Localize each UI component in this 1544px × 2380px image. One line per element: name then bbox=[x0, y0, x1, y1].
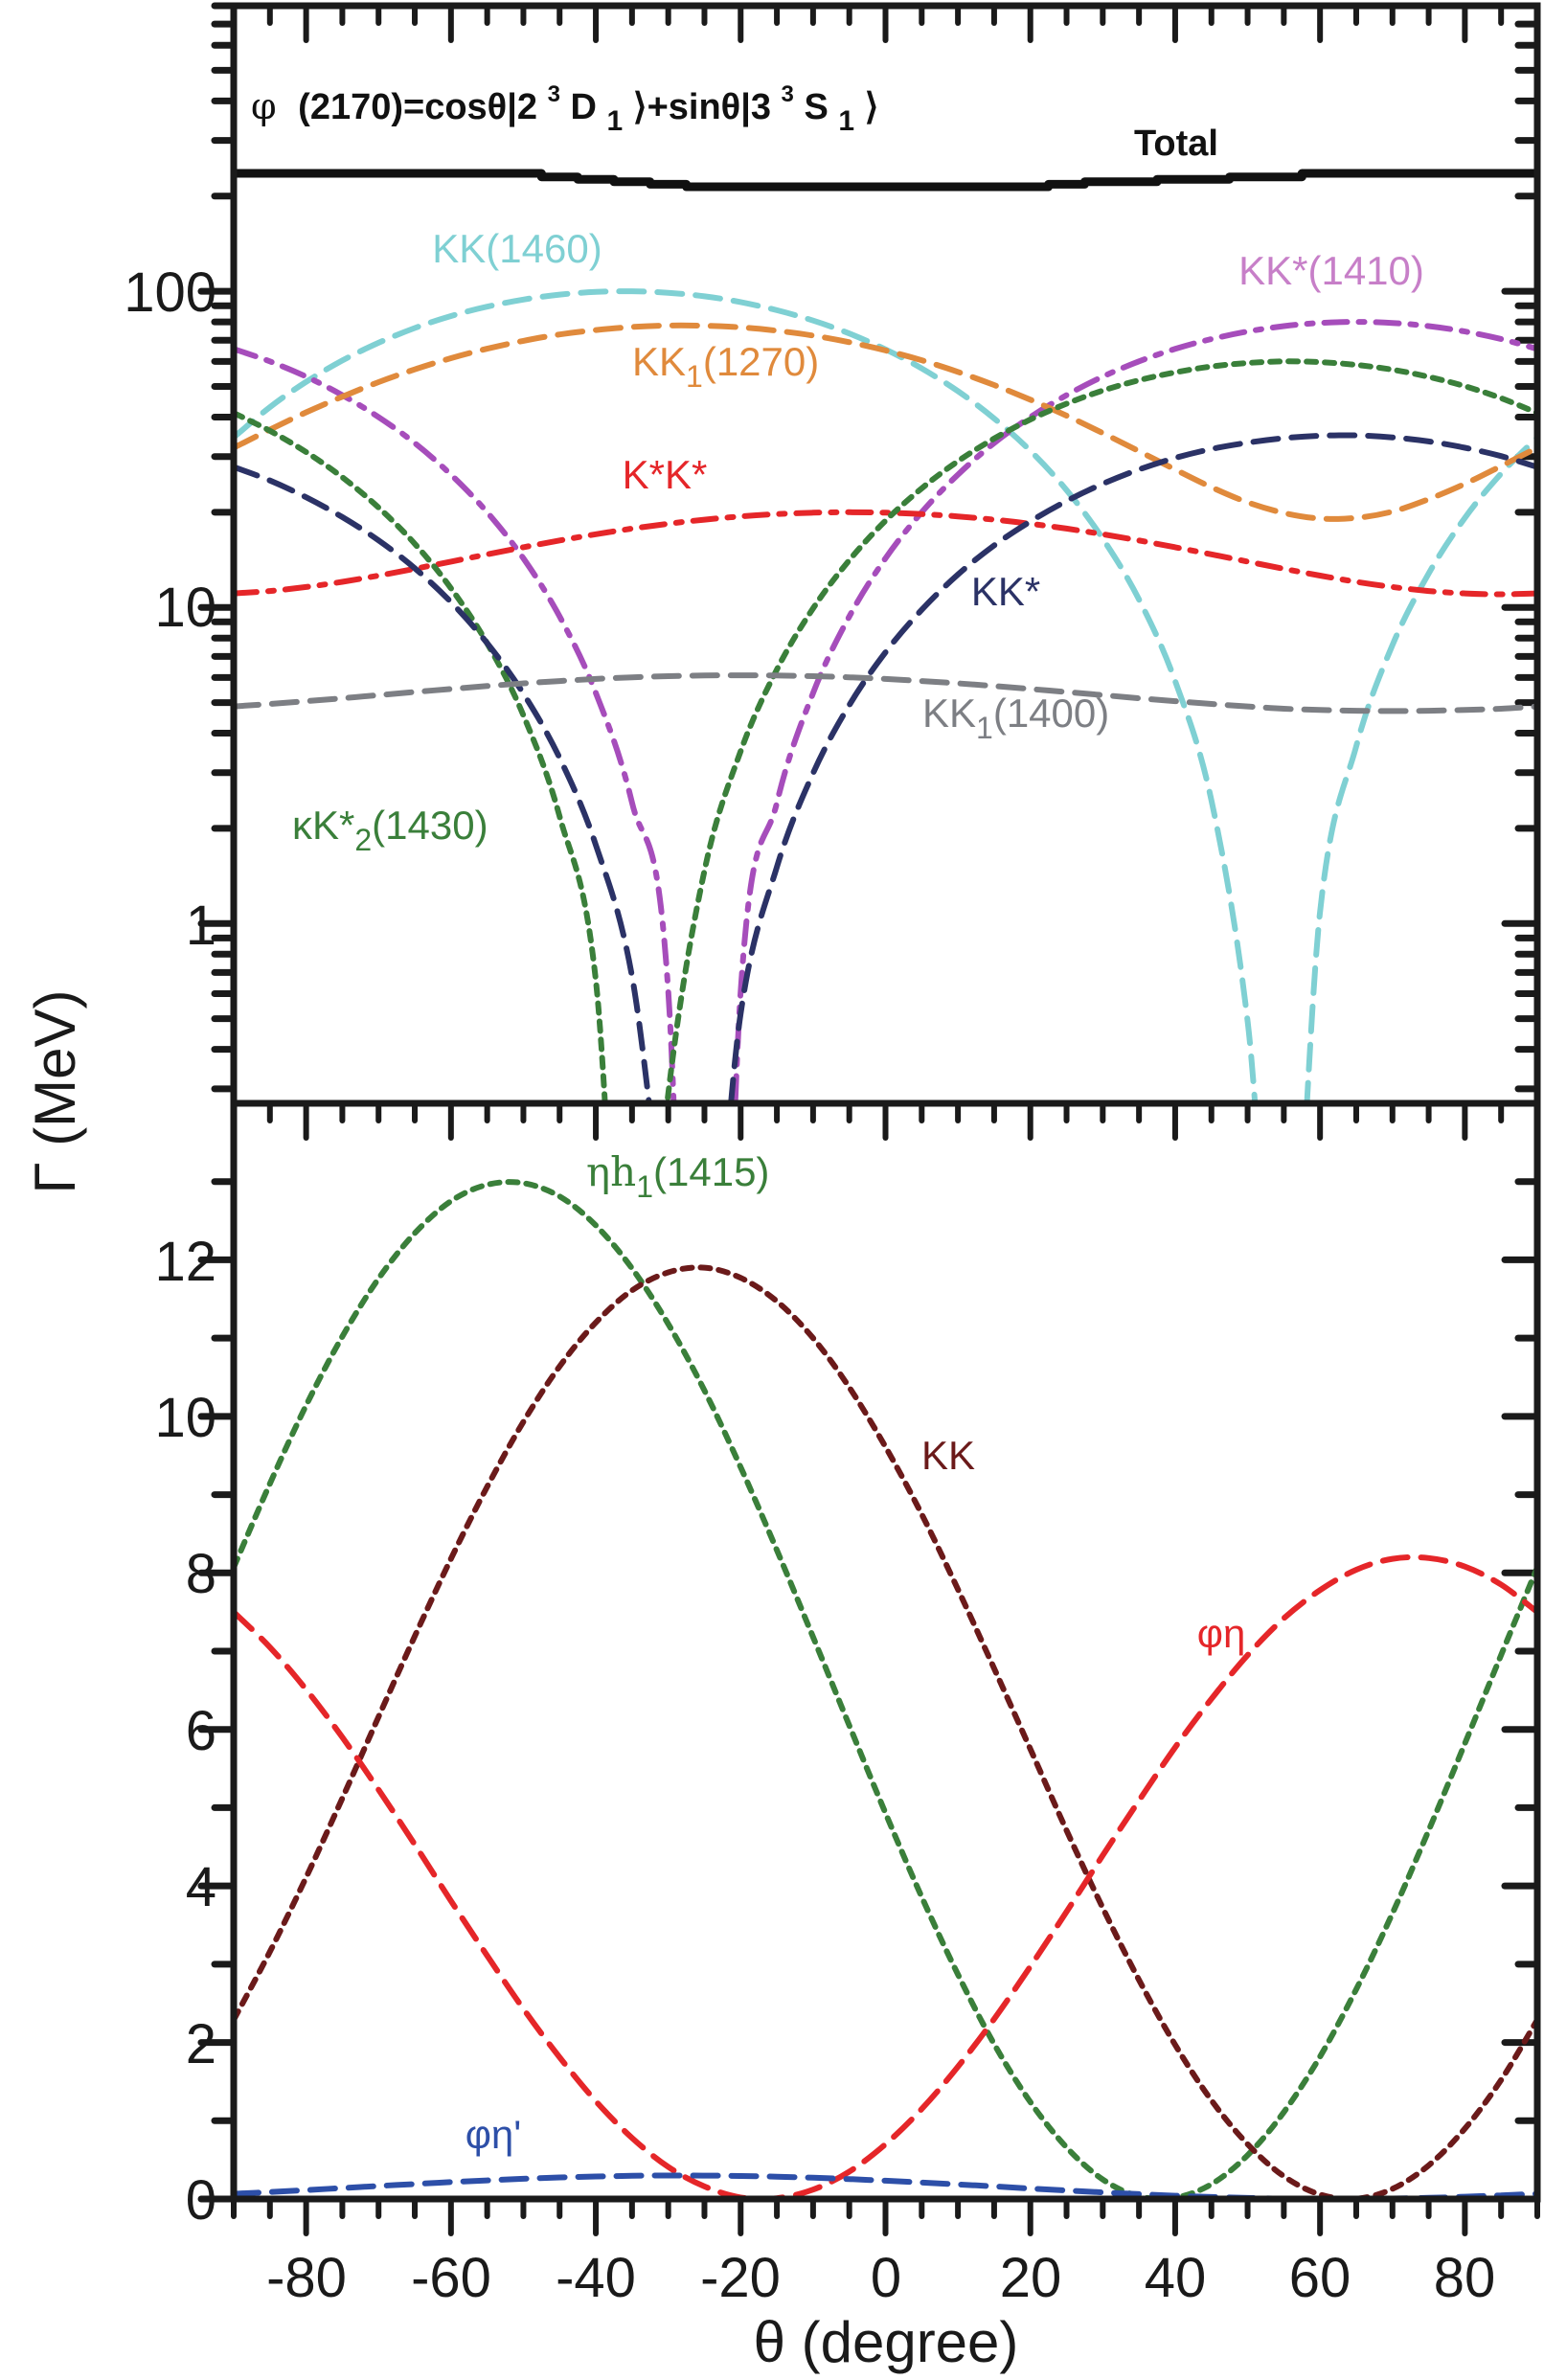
bottom-ytick-label-8: 8 bbox=[186, 1543, 216, 1605]
bottom-panel-series bbox=[234, 1179, 1537, 2199]
series-label-total: Total bbox=[1134, 124, 1218, 164]
series-line-bottom-1 bbox=[234, 1264, 1537, 2199]
series-line-top-4 bbox=[234, 509, 1537, 598]
series-line-top-3 bbox=[234, 322, 1537, 522]
bottom-ytick-label-12: 12 bbox=[154, 1231, 216, 1293]
label-sub: 1 bbox=[976, 711, 993, 745]
series-line-bottom-0 bbox=[234, 1179, 1537, 2199]
top-ytick-label-100: 100 bbox=[124, 261, 216, 324]
series-label-kkstar1410: KK*(1410) bbox=[1238, 248, 1424, 293]
series-label-phietaprime: φη' bbox=[465, 2112, 522, 2157]
xtick-label: 40 bbox=[1145, 2247, 1207, 2309]
series-line-top-7 bbox=[234, 672, 1537, 714]
title-sub-2: 1 bbox=[838, 105, 854, 137]
label-sub: 1 bbox=[636, 1169, 653, 1204]
label-tail: (1270) bbox=[703, 339, 819, 384]
title-sup-1: 3 bbox=[548, 81, 560, 107]
top-panel-series bbox=[234, 169, 1537, 1103]
label-main: ηh bbox=[586, 1148, 636, 1195]
top-ytick-label-10: 10 bbox=[154, 577, 216, 639]
series-label-kk1460: KK(1460) bbox=[432, 226, 602, 271]
xtick-label: -20 bbox=[700, 2247, 781, 2309]
title-phi: φ bbox=[251, 85, 277, 127]
label-main: KK bbox=[922, 691, 976, 736]
series-line-top-0 bbox=[234, 169, 1537, 192]
label-tail: (1400) bbox=[993, 691, 1109, 736]
xtick-label: -40 bbox=[556, 2247, 636, 2309]
x-tick-labels: -80 -60 -40 -20 0 20 40 60 80 bbox=[266, 2247, 1495, 2309]
top-ytick-label-1: 1 bbox=[186, 895, 216, 957]
bottom-ytick-label-6: 6 bbox=[186, 1700, 216, 1762]
series-line-bottom-3 bbox=[234, 2172, 1537, 2199]
bottom-ytick-label-4: 4 bbox=[186, 1856, 216, 1918]
title-sup-2: 3 bbox=[782, 81, 794, 107]
label-main: κK* bbox=[292, 803, 354, 848]
bottom-panel-frame bbox=[230, 1099, 1541, 2203]
bottom-ytick-label-10: 10 bbox=[154, 1387, 216, 1449]
series-label-kkstar: KK* bbox=[971, 569, 1040, 614]
series-line-top-1 bbox=[234, 288, 1537, 1103]
bottom-ytick-label-0: 0 bbox=[186, 2169, 216, 2232]
series-label-kk1-1270: KK1(1270) bbox=[632, 339, 819, 394]
x-axis-title: θ (degree) bbox=[754, 2310, 1019, 2374]
xtick-label: -80 bbox=[266, 2247, 347, 2309]
title-end: ⟩ bbox=[865, 87, 879, 127]
xtick-label: 0 bbox=[871, 2247, 901, 2309]
label-main: KK bbox=[632, 339, 686, 384]
xtick-label: -60 bbox=[411, 2247, 491, 2309]
xtick-label: 20 bbox=[1000, 2247, 1062, 2309]
series-label-kk2star1430: κK*2(1430) bbox=[292, 803, 488, 857]
series-line-top-6 bbox=[234, 432, 1537, 1103]
chart-title: φ (2170)=cosθ|2 3 D 1 ⟩+sinθ|3 3 S 1 ⟩ bbox=[251, 70, 878, 139]
title-s: S bbox=[804, 87, 828, 127]
series-label-kstarkstar: K*K* bbox=[623, 452, 708, 497]
y-axis-title: Γ (MeV) bbox=[23, 989, 87, 1193]
xtick-label: 80 bbox=[1434, 2247, 1496, 2309]
title-part-2: ⟩+sinθ|3 bbox=[633, 87, 771, 127]
series-label-etah1-1415: ηh1(1415) bbox=[586, 1148, 769, 1204]
series-line-bottom-2 bbox=[234, 1553, 1537, 2199]
series-label-kk1-1400: KK1(1400) bbox=[922, 691, 1109, 745]
title-d: D bbox=[570, 87, 596, 127]
xtick-label: 60 bbox=[1289, 2247, 1351, 2309]
title-part-1: (2170)=cosθ|2 bbox=[298, 87, 537, 127]
label-sub: 2 bbox=[354, 823, 372, 857]
title-sub-1: 1 bbox=[607, 105, 624, 137]
series-line-top-5 bbox=[234, 358, 1537, 1103]
label-tail: (1415) bbox=[653, 1149, 769, 1194]
series-label-kk: KK bbox=[921, 1433, 975, 1478]
label-tail: (1430) bbox=[372, 803, 488, 848]
series-label-phieta: φη bbox=[1197, 1611, 1246, 1656]
label-sub: 1 bbox=[686, 359, 703, 394]
bottom-ytick-label-2: 2 bbox=[186, 2013, 216, 2075]
series-line-top-2 bbox=[234, 319, 1537, 1103]
